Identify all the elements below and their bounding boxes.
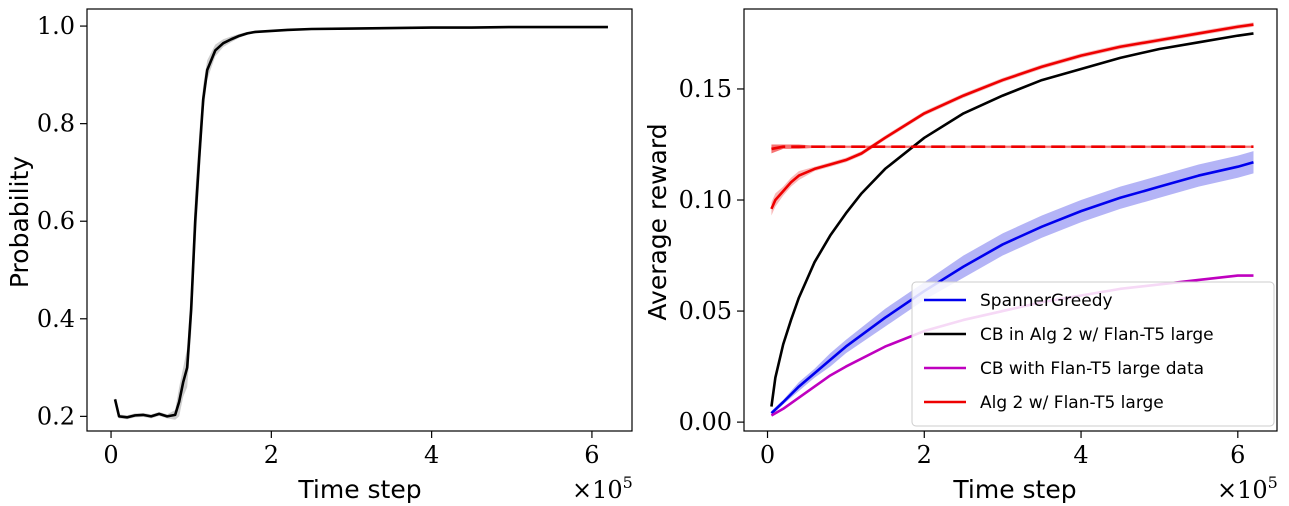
reward-line-spannergreedy [770,161,1254,415]
probability-x-tick-label: 4 [424,441,439,469]
probability-x-axis-label: Time step [297,475,421,504]
probability-band-layer [115,26,608,420]
legend-label-spannergreedy: SpannerGreedy [980,291,1113,311]
reward-line-alg-2-w-flan-t5-large [770,23,1254,210]
probability-y-tick-label: 0.2 [37,402,75,430]
reward-y-axis-label: Average reward [643,123,672,320]
probability-y-ticks: 0.2 0.4 0.6 0.8 1.0 [37,12,87,430]
reward-y-tick-label: 0.00 [679,408,732,436]
probability-plot-frame [86,8,633,432]
probability-x-tick-label: 0 [103,441,118,469]
probability-x-scale-label: ×105 [572,473,633,504]
probability-x-scale-exponent: 5 [623,473,633,492]
probability-line-layer [113,25,608,419]
reward-x-tick-label: 2 [917,441,932,469]
probability-line-probability [113,25,608,419]
reward-y-tick-label: 0.10 [679,186,732,214]
legend-label-cb-in-alg-2-w-flan-t5-large: CB in Alg 2 w/ Flan-T5 large [980,325,1214,345]
probability-x-tick-label: 2 [264,441,279,469]
probability-x-scale-base: ×10 [572,476,623,504]
probability-band-probability [115,26,608,420]
reward-y-ticks: 0.00 0.05 0.10 0.15 [679,75,744,436]
reward-x-scale-exponent: 5 [1268,473,1278,492]
reward-x-tick-label: 4 [1073,441,1088,469]
reward-legend: SpannerGreedy CB in Alg 2 w/ Flan-T5 larg… [911,281,1275,427]
reward-plot-frame [743,8,1278,432]
probability-y-tick-label: 0.4 [37,305,75,333]
reward-x-scale-base: ×10 [1217,476,1268,504]
reward-x-axis-label: Time step [952,475,1076,504]
reward-x-tick-label: 6 [1230,441,1245,469]
legend-items: SpannerGreedy CB in Alg 2 w/ Flan-T5 larg… [924,291,1214,413]
probability-x-ticks: 0 2 4 6 [103,431,600,469]
reward-x-tick-label: 0 [760,441,775,469]
legend-box [911,281,1275,427]
probability-x-tick-label: 6 [584,441,599,469]
probability-y-axis-label: Probability [5,156,34,288]
probability-chart: 0 2 4 6 0.2 0.4 0.6 0.8 1.0 Time step Probabili… [5,8,633,504]
reward-x-scale-label: ×105 [1217,473,1278,504]
legend-label-alg-2-w-flan-t5-large: Alg 2 w/ Flan-T5 large [980,393,1164,413]
probability-y-tick-label: 1.0 [37,12,75,40]
reward-y-tick-label: 0.05 [679,297,732,325]
average-reward-chart: 0 2 4 6 0.00 0.05 0.10 0.15 Time step Average … [643,8,1278,504]
probability-y-tick-label: 0.6 [37,207,75,235]
reward-y-tick-label: 0.15 [679,75,732,103]
reward-band-spannergreedy [771,151,1254,416]
reward-line-cb-in-alg-2-w-flan-t5-large [770,32,1254,407]
reward-line-alg-2-w-flan-t5-large-dashed [771,145,1254,151]
probability-y-tick-label: 0.8 [37,110,75,138]
legend-label-cb-with-flan-t5-large-data: CB with Flan-T5 large data [980,359,1204,379]
reward-x-ticks: 0 2 4 6 [760,431,1245,469]
